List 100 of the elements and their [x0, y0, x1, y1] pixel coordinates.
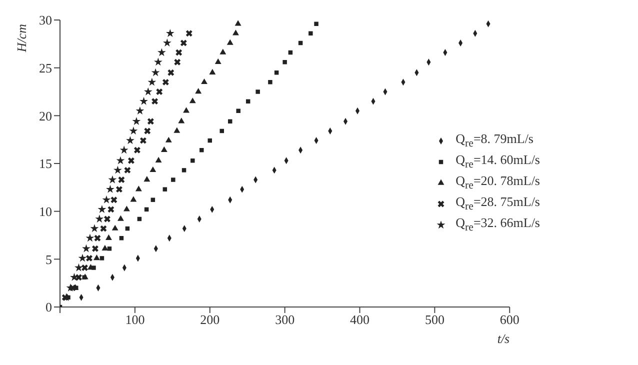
- point: [136, 106, 144, 114]
- legend-label: Q$_{re}$=20. 78mL/s: [456, 173, 540, 192]
- point: [256, 90, 260, 94]
- point: [126, 136, 134, 144]
- point: [282, 60, 287, 64]
- point: [116, 186, 122, 193]
- point: [102, 244, 108, 251]
- point: [150, 166, 156, 172]
- point: [144, 176, 150, 182]
- point: [232, 30, 239, 36]
- point: [129, 126, 138, 135]
- point: [183, 107, 190, 113]
- point: [236, 108, 240, 114]
- point: [308, 31, 313, 36]
- point: [209, 68, 216, 74]
- point: [147, 118, 154, 125]
- point: [226, 39, 234, 45]
- point: [98, 204, 106, 213]
- point: [78, 254, 87, 262]
- point: [76, 274, 82, 281]
- point: [189, 98, 196, 104]
- x-tick-label: 100: [125, 312, 145, 328]
- point: [168, 69, 174, 76]
- point: [200, 148, 204, 152]
- point: [116, 156, 125, 164]
- point: [74, 263, 83, 272]
- point: [140, 96, 148, 105]
- point: [132, 116, 141, 125]
- point: [112, 224, 118, 230]
- y-tick-label: 15: [39, 156, 52, 172]
- point: [180, 40, 187, 46]
- point: [165, 136, 172, 142]
- point: [182, 168, 186, 172]
- point: [123, 206, 130, 212]
- point: [174, 58, 181, 66]
- point: [93, 254, 100, 260]
- legend-label: Q$_{re}$=14. 60mL/s: [456, 152, 540, 171]
- point: [156, 88, 163, 95]
- point: [105, 234, 112, 240]
- point: [155, 156, 162, 162]
- point: [140, 137, 146, 144]
- point: [166, 28, 174, 37]
- point: [128, 157, 134, 164]
- point: [94, 234, 101, 242]
- point: [108, 206, 114, 213]
- point: [108, 175, 117, 184]
- point: [171, 178, 176, 182]
- point: [150, 198, 156, 202]
- point: [95, 214, 104, 223]
- point: [135, 186, 142, 192]
- point: [162, 78, 169, 86]
- point: [220, 128, 224, 134]
- point: [186, 30, 192, 37]
- point: [160, 146, 168, 152]
- point: [120, 146, 128, 154]
- point: [246, 99, 250, 104]
- y-tick-label: 25: [39, 60, 52, 76]
- point: [92, 245, 98, 252]
- point: [100, 225, 107, 232]
- point: [190, 158, 195, 163]
- point: [86, 234, 94, 242]
- point: [174, 127, 180, 133]
- point: [88, 264, 94, 270]
- point: [86, 254, 92, 262]
- y-tick-label: 30: [39, 12, 52, 28]
- point: [130, 196, 137, 202]
- point: [90, 224, 99, 232]
- point: [107, 246, 112, 251]
- point: [104, 216, 110, 222]
- point: [195, 88, 202, 94]
- point: [154, 58, 162, 66]
- point: [151, 68, 160, 76]
- y-tick-label: 10: [39, 204, 52, 219]
- y-tick-label: 0: [46, 300, 52, 315]
- point: [82, 244, 90, 252]
- point: [117, 215, 124, 221]
- point: [106, 184, 114, 193]
- point: [162, 38, 172, 47]
- y-tick-label: 5: [46, 252, 52, 267]
- point: [178, 118, 185, 124]
- y-tick-label: 20: [39, 108, 52, 124]
- x-axis-title: t/s: [497, 331, 510, 346]
- legend-label: Q$_{re}$=28. 75mL/s: [456, 194, 540, 213]
- legend-label: Q$_{re}$=8. 79mL/s: [456, 131, 534, 150]
- x-tick-label: 300: [275, 312, 295, 328]
- point: [113, 166, 122, 174]
- point: [110, 196, 118, 204]
- point: [144, 128, 151, 134]
- legend-label: Q$_{re}$=32. 66mL/s: [456, 215, 540, 234]
- point: [148, 78, 156, 86]
- point: [220, 48, 226, 54]
- point: [234, 20, 242, 26]
- point: [176, 49, 182, 56]
- x-tick-label: 400: [350, 312, 370, 328]
- point: [144, 87, 152, 96]
- point: [162, 187, 168, 192]
- point: [201, 78, 208, 84]
- y-axis-title: H/cm: [14, 24, 29, 54]
- point: [268, 80, 272, 84]
- point: [124, 166, 131, 174]
